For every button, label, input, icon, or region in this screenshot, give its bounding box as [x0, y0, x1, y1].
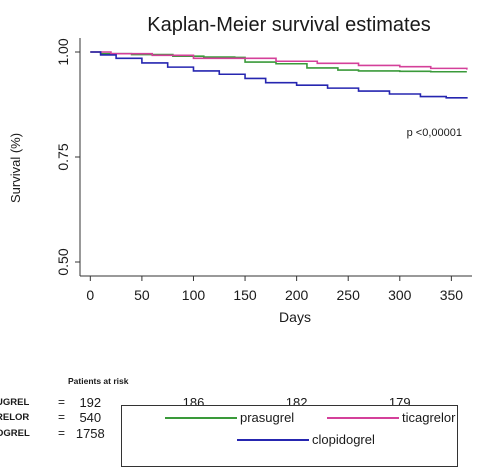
x-tick-label: 300 [388, 287, 412, 303]
survival-curves [90, 51, 468, 99]
risk-row-eq: = [58, 426, 66, 440]
legend-label: prasugrel [240, 410, 295, 425]
risk-row-label: OGREL [0, 428, 30, 439]
risk-cell: 192 [79, 395, 102, 410]
x-axis-label: Days [279, 309, 311, 325]
series-line-prasugrel [90, 51, 467, 73]
p-value-annotation: p <0,00001 [407, 127, 462, 139]
x-tick-label: 200 [285, 287, 309, 303]
y-tick-label: 1.00 [55, 38, 71, 65]
legend-item-ticagrelor: ticagrelor [327, 410, 455, 425]
x-tick-label: 350 [440, 287, 464, 303]
km-chart: Kaplan-Meier survival estimates 0 50 100 15… [8, 14, 472, 325]
y-tick-label: 0.50 [55, 248, 71, 275]
series-line-ticagrelor [90, 51, 468, 70]
legend: prasugrel ticagrelor clopidogrel [121, 405, 458, 467]
y-axis-label: Survival (%) [8, 133, 23, 203]
risk-cell: 540 [79, 410, 102, 425]
legend-label: ticagrelor [402, 410, 456, 425]
legend-item-clopidogrel: clopidogrel [237, 432, 375, 447]
x-tick-label: 100 [182, 287, 206, 303]
series-line-clopidogrel [90, 51, 468, 99]
x-tick-label: 0 [86, 287, 94, 303]
x-tick-label: 250 [337, 287, 361, 303]
legend-swatch-clopidogrel [237, 438, 309, 441]
legend-swatch-prasugrel [165, 416, 237, 419]
legend-label: clopidogrel [312, 432, 375, 447]
risk-row-label: UGREL [0, 397, 30, 408]
risk-cell: 1758 [75, 426, 105, 441]
legend-item-prasugrel: prasugrel [165, 410, 294, 425]
axes: 0 50 100 150 200 250 300 350 0.50 0.75 1.00 [55, 38, 472, 303]
y-tick-label: 0.75 [55, 143, 71, 170]
x-tick-label: 150 [233, 287, 257, 303]
risk-row-eq: = [58, 395, 66, 409]
risk-table-title: Patients at risk [68, 376, 129, 386]
risk-row-eq: = [58, 410, 66, 424]
risk-row-label: RELOR [0, 412, 30, 423]
x-tick-label: 50 [134, 287, 150, 303]
legend-swatch-ticagrelor [327, 416, 399, 419]
chart-title: Kaplan-Meier survival estimates [147, 14, 430, 36]
